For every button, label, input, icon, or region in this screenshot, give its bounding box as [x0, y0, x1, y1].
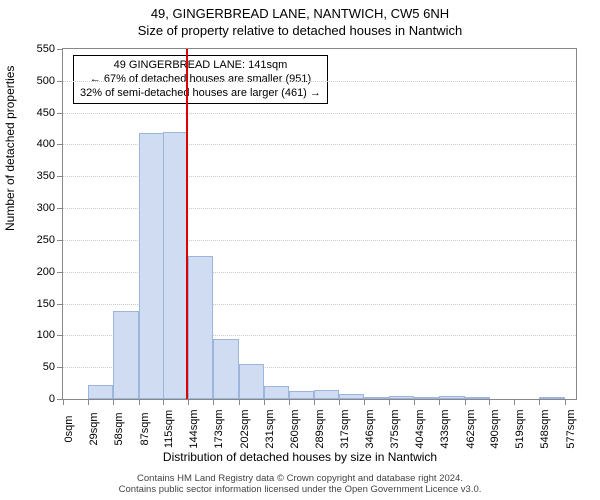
x-tick [439, 399, 440, 405]
x-tick-label: 231sqm [264, 409, 276, 448]
y-tick-label: 500 [37, 75, 55, 87]
x-tick [539, 399, 540, 405]
y-tick-label: 150 [37, 298, 55, 310]
info-line-2: ← 67% of detached houses are smaller (95… [80, 73, 321, 87]
histogram-bar [465, 397, 490, 399]
histogram-bar [88, 385, 113, 399]
y-tick [57, 335, 63, 336]
histogram-bar [439, 396, 464, 399]
property-info-box: 49 GINGERBREAD LANE: 141sqm ← 67% of det… [73, 55, 328, 104]
x-tick-label: 404sqm [414, 409, 426, 448]
y-tick [57, 81, 63, 82]
x-tick [514, 399, 515, 405]
y-tick [57, 367, 63, 368]
y-tick-label: 400 [37, 138, 55, 150]
y-tick [57, 49, 63, 50]
info-line-1: 49 GINGERBREAD LANE: 141sqm [80, 59, 321, 73]
y-tick [57, 208, 63, 209]
y-tick [57, 240, 63, 241]
histogram-bar [239, 364, 264, 399]
y-tick [57, 113, 63, 114]
histogram-plot-area: 49 GINGERBREAD LANE: 141sqm ← 67% of det… [62, 48, 577, 400]
x-tick-label: 519sqm [514, 409, 526, 448]
x-tick [289, 399, 290, 405]
x-tick-label: 0sqm [63, 416, 75, 443]
x-tick-label: 58sqm [113, 412, 125, 445]
histogram-bar [188, 256, 213, 399]
x-tick-label: 577sqm [565, 409, 577, 448]
x-tick-label: 490sqm [489, 409, 501, 448]
x-tick-label: 173sqm [213, 409, 225, 448]
x-tick [63, 399, 64, 405]
x-tick [239, 399, 240, 405]
x-tick-label: 87sqm [139, 412, 151, 445]
x-tick [414, 399, 415, 405]
y-tick-label: 200 [37, 266, 55, 278]
histogram-bar [113, 311, 138, 399]
x-tick [88, 399, 89, 405]
y-tick [57, 272, 63, 273]
x-tick-label: 260sqm [289, 409, 301, 448]
histogram-bar [314, 390, 339, 399]
y-tick-label: 550 [37, 43, 55, 55]
y-tick-label: 100 [37, 329, 55, 341]
x-tick [139, 399, 140, 405]
x-tick [489, 399, 490, 405]
info-line-3: 32% of semi-detached houses are larger (… [80, 87, 321, 101]
x-tick [213, 399, 214, 405]
histogram-bar [339, 394, 364, 399]
grid-line [63, 113, 576, 114]
histogram-bar [389, 396, 414, 399]
x-tick-label: 289sqm [314, 409, 326, 448]
chart-container: 49, GINGERBREAD LANE, NANTWICH, CW5 6NH … [0, 0, 600, 500]
x-tick-label: 548sqm [539, 409, 551, 448]
x-tick-label: 375sqm [389, 409, 401, 448]
x-tick-label: 115sqm [163, 410, 175, 448]
x-tick [465, 399, 466, 405]
footer-attribution: Contains HM Land Registry data © Crown c… [0, 474, 600, 496]
x-tick [163, 399, 164, 405]
y-tick [57, 304, 63, 305]
x-tick [314, 399, 315, 405]
histogram-bar [139, 133, 164, 399]
x-tick [364, 399, 365, 405]
x-axis-title: Distribution of detached houses by size … [0, 450, 600, 464]
reference-line [186, 49, 188, 399]
y-tick-label: 300 [37, 202, 55, 214]
x-tick [389, 399, 390, 405]
x-tick-label: 346sqm [364, 409, 376, 448]
title-main: 49, GINGERBREAD LANE, NANTWICH, CW5 6NH [0, 0, 600, 21]
x-tick-label: 462sqm [465, 409, 477, 448]
x-tick-label: 433sqm [439, 409, 451, 448]
histogram-bar [539, 397, 564, 399]
y-tick [57, 144, 63, 145]
title-sub: Size of property relative to detached ho… [0, 21, 600, 38]
y-tick [57, 176, 63, 177]
x-tick [188, 399, 189, 405]
histogram-bar [289, 391, 314, 399]
x-tick-label: 29sqm [88, 412, 100, 445]
y-tick-label: 250 [37, 234, 55, 246]
x-tick [264, 399, 265, 405]
x-tick [565, 399, 566, 405]
y-tick-label: 0 [49, 393, 55, 405]
histogram-bar [414, 397, 439, 399]
histogram-bar [163, 132, 188, 399]
grid-line [63, 81, 576, 82]
y-tick-label: 450 [37, 107, 55, 119]
histogram-bar [264, 386, 289, 399]
x-tick-label: 144sqm [188, 409, 200, 448]
x-tick [339, 399, 340, 405]
y-tick-label: 350 [37, 170, 55, 182]
histogram-bar [213, 339, 238, 399]
y-axis-title: Number of detached properties [3, 66, 17, 231]
x-tick-label: 202sqm [239, 409, 251, 448]
histogram-bar [364, 397, 389, 399]
x-tick [113, 399, 114, 405]
y-tick-label: 50 [43, 361, 55, 373]
x-tick-label: 317sqm [339, 409, 351, 448]
footer-line-2: Contains public sector information licen… [0, 485, 600, 496]
